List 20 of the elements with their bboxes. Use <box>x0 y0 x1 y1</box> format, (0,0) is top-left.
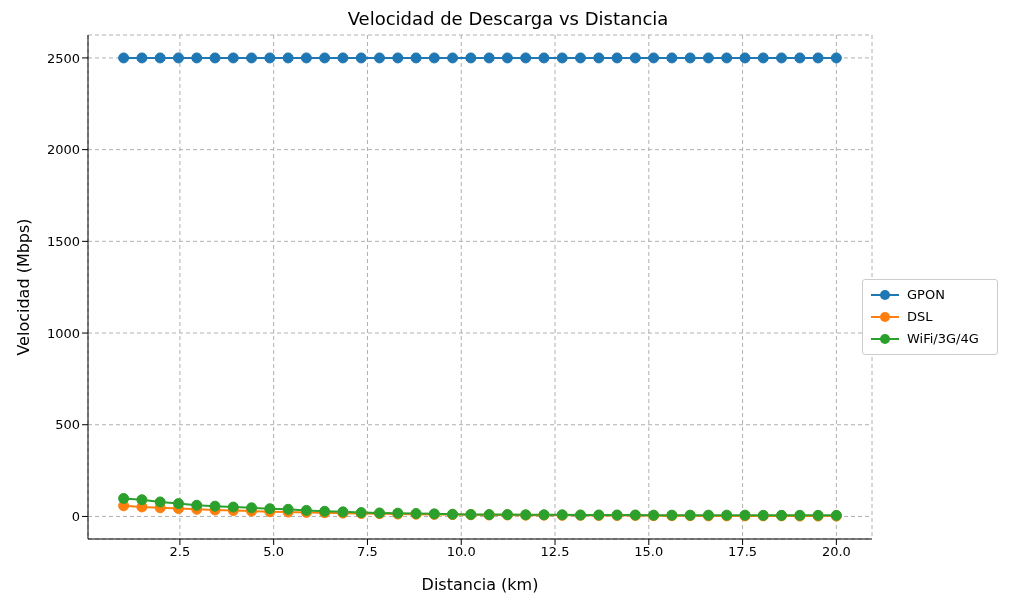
x-tick-label: 10.0 <box>446 544 476 560</box>
y-tick-label: 2000 <box>46 142 80 158</box>
y-tick-label: 2500 <box>46 50 80 66</box>
y-tick-label: 1000 <box>46 325 80 341</box>
x-tick-label: 5.0 <box>263 544 285 560</box>
x-tick-label: 20.0 <box>821 544 851 560</box>
legend-label: GPON <box>907 286 945 304</box>
y-axis-title: Velocidad (Mbps) <box>13 218 33 356</box>
x-axis-title: Distancia (km) <box>421 575 539 595</box>
legend-label: DSL <box>907 308 933 326</box>
x-tick-label: 12.5 <box>540 544 570 560</box>
y-tick-label: 500 <box>55 417 80 433</box>
x-tick-label: 15.0 <box>634 544 664 560</box>
x-tick-label: 2.5 <box>169 544 191 560</box>
chart-title: Velocidad de Descarga vs Distancia <box>346 8 670 29</box>
y-tick-label: 0 <box>71 509 80 525</box>
x-tick-label: 17.5 <box>728 544 758 560</box>
legend-label: WiFi/3G/4G <box>907 330 979 348</box>
x-tick-label: 7.5 <box>357 544 378 560</box>
y-tick-label: 1500 <box>46 233 80 249</box>
